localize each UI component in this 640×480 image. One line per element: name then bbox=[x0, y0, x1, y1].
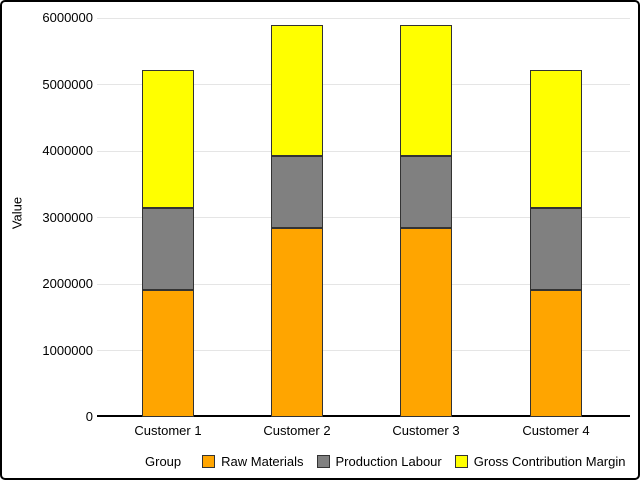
bar-segment-gross-contribution-margin bbox=[271, 24, 323, 156]
legend-swatch-icon bbox=[454, 455, 468, 468]
bar-segment-production-labour bbox=[400, 155, 452, 229]
legend-swatch-icon bbox=[316, 455, 330, 468]
y-axis-tick-label: 4000000 bbox=[42, 143, 93, 158]
legend-item-raw-materials: Raw Materials bbox=[202, 454, 304, 469]
y-axis-tick-label: 5000000 bbox=[42, 76, 93, 92]
x-axis-tick-label: Customer 1 bbox=[134, 423, 202, 438]
bar-segment-raw-materials bbox=[530, 290, 582, 417]
bar-segment-raw-materials bbox=[400, 228, 452, 417]
gridline bbox=[97, 150, 630, 152]
y-axis-tick-label: 0 bbox=[85, 409, 93, 424]
gridline bbox=[97, 350, 630, 351]
x-axis-tick-label: Customer 2 bbox=[263, 423, 331, 438]
bar-segment-production-labour bbox=[271, 155, 323, 229]
legend-item-gross-contribution-margin: Gross Contribution Margin bbox=[454, 454, 626, 469]
y-axis-tick-label: 1000000 bbox=[42, 342, 93, 358]
bar-segment-production-labour bbox=[530, 207, 582, 290]
bar-segment-gross-contribution-margin bbox=[142, 69, 194, 208]
y-axis-tick-label: 6000000 bbox=[42, 10, 93, 25]
gridline bbox=[97, 283, 630, 285]
legend-item-label: Gross Contribution Margin bbox=[473, 454, 626, 469]
bar-segment-production-labour bbox=[142, 207, 194, 290]
legend-item-label: Raw Materials bbox=[221, 454, 304, 469]
y-axis-tick-label: 3000000 bbox=[42, 209, 93, 225]
bar-segment-gross-contribution-margin bbox=[530, 69, 582, 208]
legend-item-label: Production Labour bbox=[335, 454, 442, 469]
x-axis-line bbox=[97, 415, 630, 417]
bar-segment-raw-materials bbox=[271, 228, 323, 417]
legend-item-production-labour: Production Labour bbox=[316, 454, 442, 469]
x-axis-tick-label: Customer 3 bbox=[392, 423, 460, 438]
bar-segment-gross-contribution-margin bbox=[400, 24, 452, 156]
legend-title: Group bbox=[145, 454, 182, 469]
bar-segment-raw-materials bbox=[142, 290, 194, 417]
gridline bbox=[97, 84, 630, 85]
gridline bbox=[97, 217, 630, 218]
y-axis-tick-label: 2000000 bbox=[42, 276, 93, 291]
x-axis-tick-label: Customer 4 bbox=[522, 423, 590, 438]
gridline bbox=[97, 17, 630, 19]
legend-swatch-icon bbox=[202, 455, 216, 468]
legend: Group Raw Materials Production Labour Gros… bbox=[145, 453, 638, 470]
